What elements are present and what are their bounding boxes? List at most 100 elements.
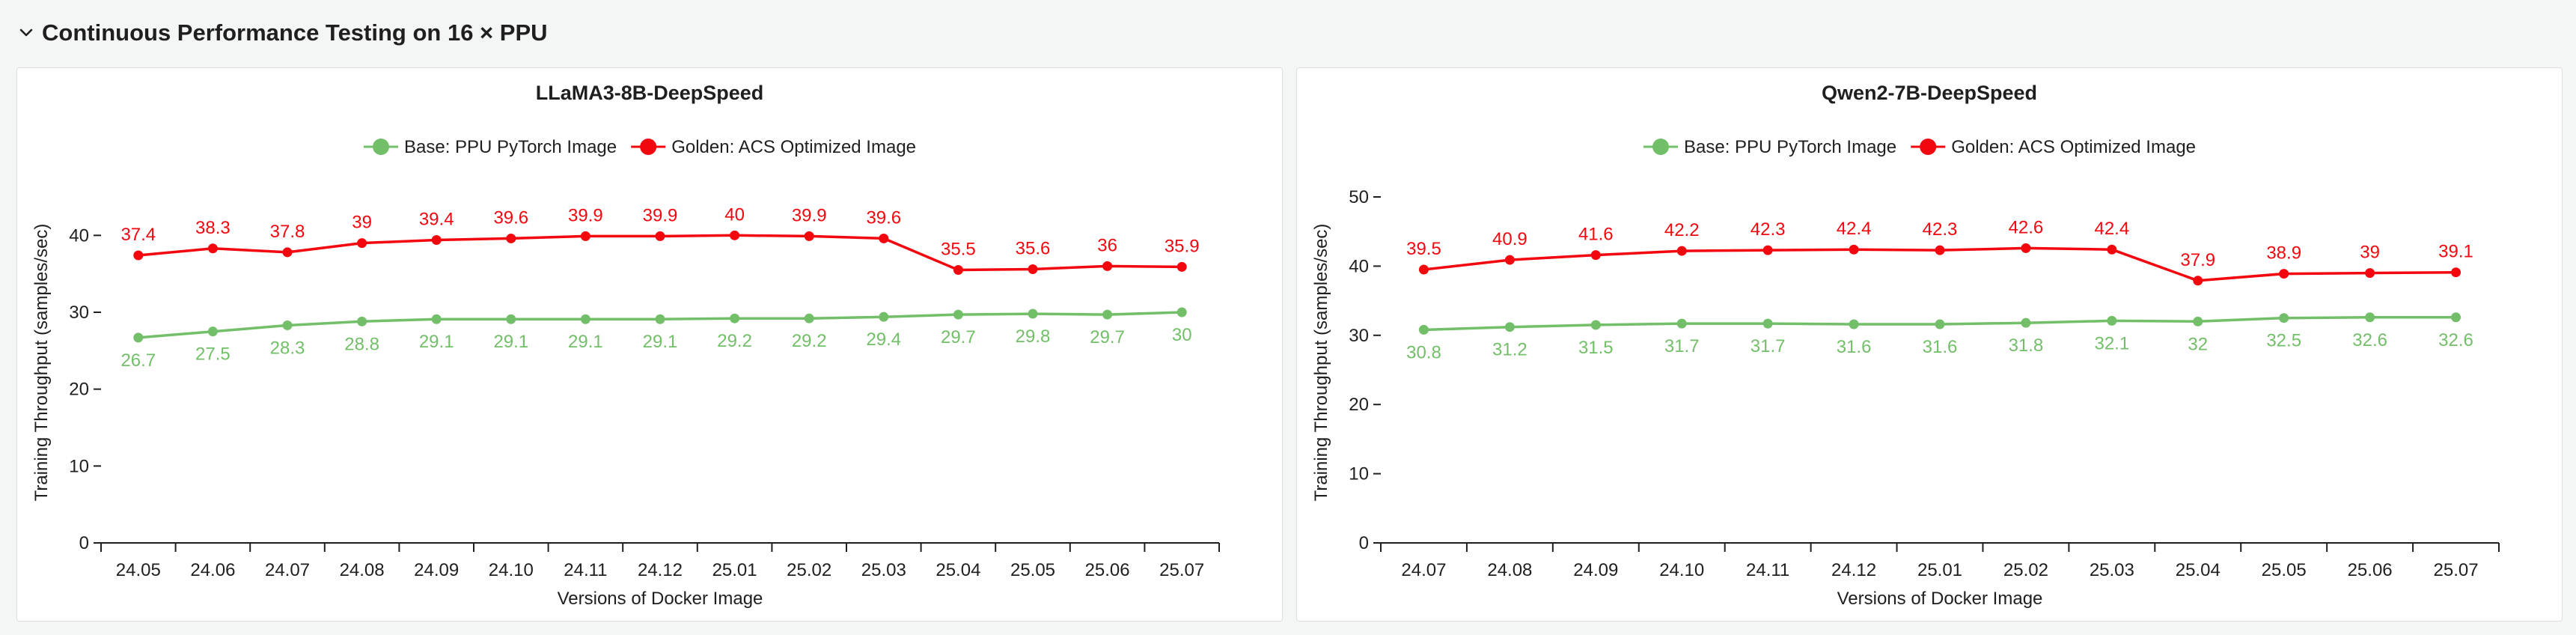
data-label: 39.6 [866, 207, 901, 228]
data-point[interactable] [2193, 276, 2203, 286]
y-axis-title: Training Throughput (samples/sec) [31, 224, 52, 502]
data-point[interactable] [207, 243, 218, 254]
data-label: 28.3 [270, 338, 305, 358]
y-tick-label: 40 [69, 225, 89, 246]
data-point[interactable] [1102, 261, 1113, 271]
data-point[interactable] [506, 233, 516, 243]
data-point[interactable] [879, 312, 889, 322]
legend-item[interactable]: Base: PPU PyTorch Image [364, 137, 617, 157]
legend-marker [1920, 139, 1937, 155]
data-point[interactable] [655, 231, 665, 241]
data-point[interactable] [655, 314, 665, 324]
legend-item[interactable]: Golden: ACS Optimized Image [1911, 137, 2196, 157]
x-tick-label: 24.11 [564, 560, 607, 580]
data-label: 32.6 [2352, 330, 2387, 350]
data-point[interactable] [1590, 250, 1601, 261]
data-label: 28.8 [344, 334, 379, 354]
data-point[interactable] [730, 313, 740, 323]
legend-item[interactable]: Golden: ACS Optimized Image [631, 137, 916, 157]
data-point[interactable] [133, 250, 144, 261]
data-label: 29.1 [419, 332, 454, 352]
data-point[interactable] [1418, 264, 1429, 275]
data-point[interactable] [2365, 268, 2375, 279]
data-point[interactable] [133, 332, 144, 343]
data-point[interactable] [2021, 243, 2031, 253]
x-tick-label: 25.06 [2348, 560, 2393, 580]
data-point[interactable] [2451, 312, 2461, 323]
data-point[interactable] [580, 231, 590, 241]
data-point[interactable] [879, 233, 889, 243]
data-label: 29.1 [568, 332, 603, 352]
data-point[interactable] [804, 231, 814, 241]
data-label: 37.4 [120, 225, 156, 245]
legend-item[interactable]: Base: PPU PyTorch Image [1643, 137, 1896, 157]
x-tick-label: 25.07 [1159, 560, 1204, 580]
data-point[interactable] [2279, 313, 2289, 323]
data-point[interactable] [207, 326, 218, 337]
x-tick-label: 24.11 [1746, 560, 1789, 580]
data-point[interactable] [1762, 318, 1773, 329]
data-label: 35.5 [941, 240, 976, 260]
chart-title: LLaMA3-8B-DeepSpeed [536, 82, 764, 104]
data-label: 29.7 [941, 327, 976, 347]
data-point[interactable] [1590, 320, 1601, 330]
y-axis-title: Training Throughput (samples/sec) [1311, 224, 1331, 502]
data-point[interactable] [431, 314, 442, 324]
data-point[interactable] [506, 314, 516, 324]
chevron-down-icon[interactable] [16, 23, 36, 43]
data-point[interactable] [2451, 267, 2461, 278]
data-point[interactable] [2279, 269, 2289, 279]
data-point[interactable] [804, 313, 814, 323]
data-label: 37.9 [2180, 250, 2215, 270]
data-point[interactable] [357, 238, 367, 249]
data-point[interactable] [1028, 264, 1038, 275]
data-point[interactable] [2107, 315, 2117, 326]
data-point[interactable] [357, 316, 367, 326]
data-point[interactable] [1102, 309, 1113, 320]
data-point[interactable] [1418, 324, 1429, 335]
y-tick-label: 0 [79, 533, 89, 553]
data-point[interactable] [2021, 318, 2031, 328]
data-point[interactable] [282, 247, 293, 258]
legend-label: Base: PPU PyTorch Image [1684, 137, 1896, 157]
data-label: 26.7 [120, 350, 156, 371]
data-point[interactable] [1176, 261, 1187, 272]
data-point[interactable] [2107, 244, 2117, 255]
data-label: 31.7 [1664, 336, 1700, 356]
section-header[interactable]: Continuous Performance Testing on 16 × P… [16, 13, 548, 52]
data-point[interactable] [1676, 246, 1687, 256]
x-tick-label: 24.12 [638, 560, 683, 580]
data-point[interactable] [2193, 316, 2203, 326]
data-point[interactable] [1762, 245, 1773, 255]
data-point[interactable] [953, 265, 963, 276]
data-point[interactable] [1504, 322, 1515, 332]
data-point[interactable] [1849, 244, 1859, 255]
data-label: 35.6 [1016, 239, 1051, 259]
data-point[interactable] [1935, 319, 1945, 329]
x-tick-label: 24.09 [414, 560, 459, 580]
legend[interactable]: Base: PPU PyTorch Image Golden: ACS Optim… [1643, 137, 2196, 157]
data-point[interactable] [1504, 255, 1515, 265]
data-point[interactable] [1176, 307, 1187, 318]
data-point[interactable] [580, 314, 590, 324]
data-point[interactable] [2365, 312, 2375, 323]
x-tick-label: 25.07 [2434, 560, 2479, 580]
x-tick-label: 24.12 [1831, 560, 1876, 580]
data-point[interactable] [1849, 319, 1859, 329]
data-label: 32.5 [2266, 331, 2301, 351]
data-point[interactable] [953, 309, 963, 320]
y-tick-label: 30 [1349, 326, 1369, 346]
data-point[interactable] [1935, 245, 1945, 255]
data-point[interactable] [1676, 318, 1687, 329]
series-golden: 37.4 38.3 37.8 39 39.4 39.6 39.9 39.9 40 39.9 39.6… [120, 204, 1200, 276]
data-label: 36 [1097, 235, 1117, 255]
legend[interactable]: Base: PPU PyTorch Image Golden: ACS Optim… [364, 137, 916, 157]
data-label: 29.1 [643, 332, 678, 352]
x-tick-label: 25.01 [1917, 560, 1962, 580]
data-point[interactable] [1028, 309, 1038, 319]
x-tick-label: 25.03 [861, 560, 906, 580]
x-tick-label: 25.04 [936, 560, 980, 580]
data-point[interactable] [282, 320, 293, 330]
data-point[interactable] [730, 230, 740, 240]
data-point[interactable] [431, 234, 442, 245]
